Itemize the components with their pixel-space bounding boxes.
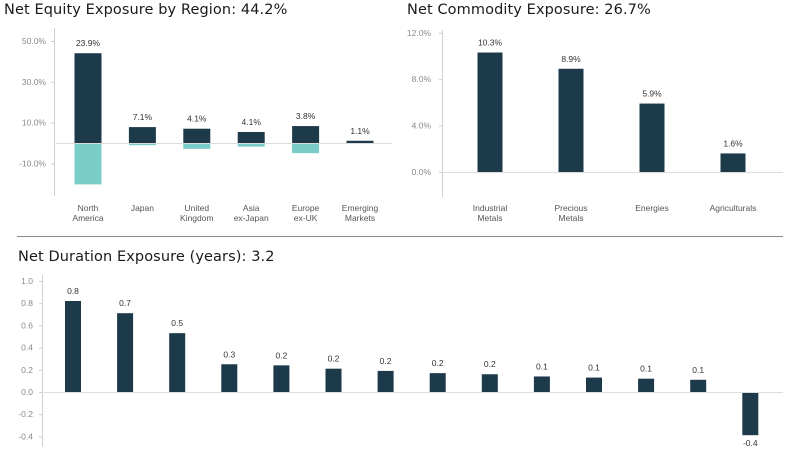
bar-long [292,126,320,143]
data-label: 10.3% [478,38,503,48]
data-label: 0.2 [380,356,392,366]
bar-short [292,144,320,154]
duration-chart-title: Net Duration Exposure (years): 3.2 [18,249,275,265]
data-label: 3.8% [296,111,316,121]
category-label: United [185,203,210,213]
category-label: North [78,203,99,213]
bar [477,52,503,172]
data-label: 0.1 [588,363,600,373]
data-label: 0.1 [640,364,652,374]
y-tick-label: 10.0% [22,118,47,128]
category-label: Kingdom [180,213,214,223]
bar [558,68,584,172]
bar-long [346,140,374,143]
bar-short [237,144,265,147]
duration-chart: 1.0 0.8 0.6 0.4 0.2 0.0 -0.2 -0.4 0.8 0.7 0.5 0.3 0.… [18,275,783,448]
y-tick-label: 0.0 [21,387,33,397]
bar [377,370,394,392]
bar [117,313,134,392]
data-label: 0.7 [119,298,131,308]
commodity-chart: 12.0%8.0%4.0%0.0%10.3%IndustrialMetals8.… [407,28,783,223]
y-tick-label: 4.0% [412,121,432,131]
y-tick-label: -10.0% [19,158,46,168]
y-tick-label: 50.0% [22,36,47,46]
data-label: 0.8 [67,286,79,296]
category-label: Markets [345,213,375,223]
category-label: Precious [554,203,587,213]
data-label: 0.2 [328,354,340,364]
y-tick-label: 0.6 [21,320,33,330]
category-label: ex-Japan [234,213,269,223]
bar-long [128,127,156,143]
category-label: Emerging [342,203,379,213]
data-label: 8.9% [561,54,581,64]
bar [429,373,446,392]
data-label: 7.1% [133,112,153,122]
bar [690,379,707,392]
data-label: 0.2 [275,350,287,360]
data-label: 1.6% [723,138,743,148]
y-tick-label: 0.2 [21,365,33,375]
y-tick-label: -0.2 [18,409,33,419]
data-label: 1.1% [350,126,370,136]
y-tick-label: 0.4 [21,343,33,353]
bar [169,333,186,392]
equity-chart-title: Net Equity Exposure by Region: 44.2% [4,2,288,18]
data-label: 0.1 [692,365,704,375]
bar [325,368,342,392]
bar-short [128,144,156,146]
bar-short [183,144,211,149]
data-label: 5.9% [642,89,662,99]
category-label: America [72,213,103,223]
bar [720,153,746,172]
commodity-chart-title: Net Commodity Exposure: 26.7% [407,2,651,18]
bar [533,376,550,392]
bar [639,103,665,172]
category-label: Agriculturals [710,203,757,213]
bar-short [74,144,102,185]
bar-long [74,53,102,143]
category-label: Japan [131,203,154,213]
bar [481,374,498,392]
data-label: 0.2 [484,359,496,369]
y-tick-label: 1.0 [21,276,33,286]
bar-long [183,128,211,143]
category-label: Metals [558,213,583,223]
y-tick-label: -0.4 [18,431,33,441]
bar [638,378,655,392]
category-label: Industrial [473,203,508,213]
category-label: Europe [292,203,320,213]
data-label: 4.1% [242,117,262,127]
category-label: Metals [477,213,502,223]
bar [221,364,238,392]
y-tick-label: 0.8 [21,298,33,308]
y-tick-label: 12.0% [407,28,432,38]
data-label: 0.1 [536,361,548,371]
data-label: 0.5 [171,318,183,328]
y-tick-label: 0.0% [412,167,432,177]
data-label: 4.1% [187,114,207,124]
data-label: 0.2 [432,358,444,368]
category-label: Asia [243,203,260,213]
bar [742,393,759,436]
y-tick-label: 30.0% [22,77,47,87]
bar [65,300,81,392]
category-label: Energies [635,203,669,213]
category-label: ex-UK [294,213,318,223]
data-label: -0.4 [743,438,758,448]
data-label: 0.3 [223,349,235,359]
bar [586,377,602,392]
bar-long [237,131,265,143]
data-label: 23.9% [76,38,101,48]
y-tick-label: 8.0% [412,74,432,84]
bar [273,365,290,392]
